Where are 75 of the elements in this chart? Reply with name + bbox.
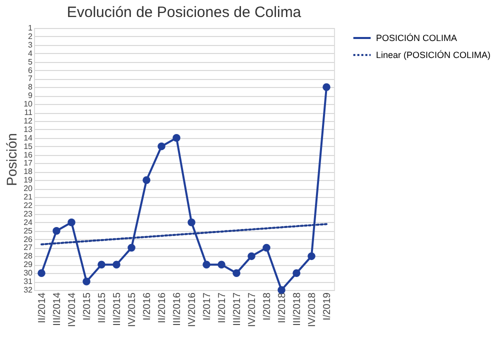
point [308,252,316,260]
x-tick-label: IV/2015 [127,292,138,327]
point [142,176,150,184]
y-tick-label: 6 [28,66,34,75]
x-tick-label: III/2015 [112,292,123,326]
y-tick-label: 23 [24,209,34,218]
y-tick-label: 8 [28,82,34,92]
y-tick-label: 16 [24,150,34,160]
y-tick-label: 25 [24,226,34,236]
x-tick-label: IV/2018 [307,292,318,327]
point [262,244,270,252]
x-tick-label: IV/2017 [247,292,258,327]
y-tick-label: 1 [28,24,34,32]
y-tick-label: 32 [24,286,34,294]
y-tick-label: 29 [24,260,34,270]
y-tick-label: 14 [24,133,34,142]
y-tick-label: 4 [28,48,34,58]
x-tick-label: II/2014 [37,292,48,324]
y-tick-label: 15 [24,142,34,151]
point [292,269,300,277]
point [202,260,210,269]
point [322,83,330,92]
y-tick-label: 22 [24,200,34,210]
y-tick-label: 12 [24,116,34,126]
point [248,252,256,260]
point [98,260,106,269]
y-tick-label: 26 [24,234,34,244]
y-tick-label: 9 [28,91,34,100]
x-tick-label: I/2018 [262,292,273,320]
y-tick-label: 5 [28,57,34,66]
point [52,226,60,235]
point [112,260,120,269]
y-tick-label: 3 [28,40,34,50]
x-tick-label: II/2018 [277,292,288,324]
point [172,134,180,142]
legend-label: Linear (POSICIÓN COLIMA) [376,50,491,60]
x-tick-label: IV/2016 [187,292,198,327]
y-tick-label: 28 [24,252,34,261]
x-tick-label: III/2014 [52,292,63,326]
y-tick-label: 17 [24,158,34,168]
x-tick-label: II/2016 [157,292,168,324]
y-tick-label: 24 [24,218,34,227]
y-tick-label: 13 [24,124,34,134]
y-tick-label: 2 [28,32,34,41]
point [188,218,196,226]
y-tick-label: 21 [24,192,34,202]
y-tick-label: 18 [24,167,34,176]
point [38,269,46,277]
x-tick-label: I/2017 [202,292,213,320]
y-tick-label: 31 [24,277,34,286]
x-tick-label: II/2015 [97,292,108,324]
y-tick-label: 27 [24,243,34,252]
chart-title: Evolución de Posiciones de Colima [66,4,302,21]
y-tick-label: 7 [28,74,34,84]
point [68,218,76,226]
y-axis-title: Posición [4,133,20,186]
y-tick-label: 30 [24,268,34,278]
x-tick-label: III/2016 [172,292,183,326]
point [218,260,226,269]
point [232,269,240,277]
y-tick-label: 19 [24,176,34,185]
point [158,142,166,150]
x-tick-label: III/2017 [232,292,243,326]
x-tick-label: I/2019 [322,292,333,320]
y-tick-label: 20 [24,184,34,194]
x-tick-label: IV/2014 [67,292,78,327]
x-tick-label: III/2018 [292,292,303,326]
point [128,244,136,252]
legend-label: POSICIÓN COLIMA [376,33,458,43]
y-tick-label: 10 [24,100,34,109]
x-tick-label: II/2017 [217,292,228,324]
x-tick-label: I/2016 [142,292,153,320]
point [82,278,90,286]
y-tick-label: 11 [24,108,34,118]
x-tick-label: I/2015 [82,292,93,320]
